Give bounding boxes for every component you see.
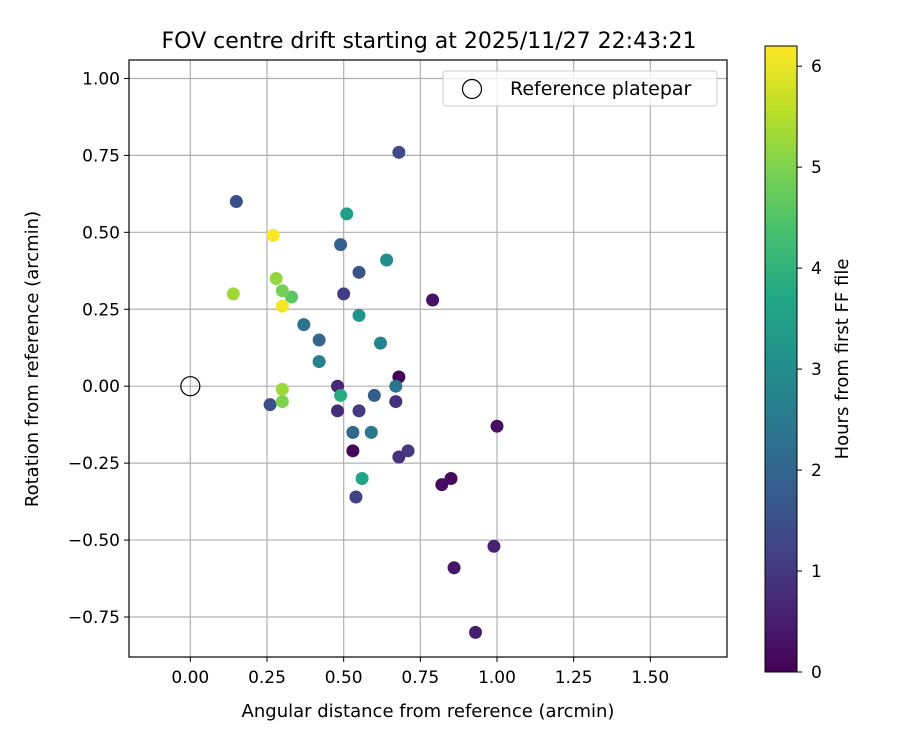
scatter-points: [180, 145, 504, 639]
data-point: [275, 284, 289, 298]
colorbar-tick-label: 5: [811, 158, 822, 178]
data-point: [340, 207, 354, 221]
x-tick-label: 0.00: [171, 668, 209, 688]
x-tick-label: 1.00: [478, 668, 516, 688]
x-tick-label: 0.75: [401, 668, 439, 688]
data-point: [389, 395, 403, 409]
data-point: [447, 561, 461, 575]
colorbar-tick-label: 3: [811, 360, 822, 380]
legend-marker-icon: [461, 78, 483, 100]
colorbar-gradient: [764, 45, 798, 673]
plot-frame: [128, 59, 728, 658]
data-point: [297, 318, 311, 332]
data-point: [334, 388, 348, 402]
data-point: [266, 228, 280, 242]
reference-platepar-point: [180, 376, 201, 397]
x-tick-label: 0.50: [325, 668, 363, 688]
data-point: [337, 287, 351, 301]
data-point: [263, 398, 277, 412]
y-axis-label: Rotation from reference (arcmin): [22, 211, 43, 507]
y-tick-label: −0.75: [68, 608, 120, 628]
y-tick-label: 0.25: [82, 300, 120, 320]
data-point: [444, 472, 458, 486]
data-point: [364, 425, 378, 439]
data-point: [275, 395, 289, 409]
legend-box: [442, 70, 718, 107]
data-point: [355, 472, 369, 486]
data-point: [352, 308, 366, 322]
colorbar-tick-label: 0: [811, 663, 822, 683]
data-point: [226, 287, 240, 301]
data-point: [352, 265, 366, 279]
data-point: [312, 333, 326, 347]
data-point: [392, 450, 406, 464]
colorbar-tick-label: 6: [811, 57, 822, 77]
data-point: [487, 539, 501, 553]
colorbar-tick-label: 4: [811, 259, 822, 279]
data-point: [367, 388, 381, 402]
x-axis: 0.00 0.25 0.50 0.75 1.00 1.25 1.50: [171, 657, 669, 688]
data-point: [349, 490, 363, 504]
data-point: [312, 355, 326, 369]
data-point: [401, 444, 415, 458]
data-point: [352, 404, 366, 418]
colorbar-tick-label: 1: [811, 562, 822, 582]
legend: Reference platepar: [442, 70, 718, 107]
legend-label: Reference platepar: [510, 78, 692, 100]
chart-title: FOV centre drift starting at 2025/11/27 …: [162, 29, 697, 54]
y-tick-label: 0.50: [82, 223, 120, 243]
data-point: [426, 293, 440, 307]
data-point: [380, 253, 394, 267]
y-tick-label: −0.25: [68, 454, 120, 474]
colorbar-tick-label: 2: [811, 461, 822, 481]
colorbar-ticks: 0 1 2 3 4 5 6: [797, 57, 822, 683]
x-tick-label: 1.50: [631, 668, 669, 688]
data-point: [331, 404, 345, 418]
y-tick-label: 1.00: [82, 69, 120, 89]
data-point: [490, 419, 504, 433]
y-tick-label: 0.00: [82, 377, 120, 397]
data-point: [275, 299, 289, 313]
colorbar: 0 1 2 3 4 5 6 Hours from first FF file: [764, 45, 853, 683]
data-point: [285, 290, 299, 304]
x-tick-label: 1.25: [555, 668, 593, 688]
data-point: [346, 425, 360, 439]
data-point: [229, 195, 243, 209]
colorbar-label: Hours from first FF file: [832, 259, 853, 460]
x-axis-label: Angular distance from reference (arcmin): [242, 701, 615, 722]
data-point: [275, 382, 289, 396]
data-point: [269, 271, 283, 285]
x-tick-label: 0.25: [248, 668, 286, 688]
data-point: [373, 336, 387, 350]
data-point: [469, 625, 483, 639]
grid: [129, 60, 727, 657]
y-axis: −0.75 −0.50 −0.25 0.00 0.25 0.50 0.75 1.00: [68, 69, 129, 628]
y-tick-label: 0.75: [82, 146, 120, 166]
data-point: [346, 444, 360, 458]
data-point: [389, 379, 403, 393]
y-tick-label: −0.50: [68, 531, 120, 551]
data-point: [334, 238, 348, 252]
data-point: [435, 478, 449, 492]
data-point: [392, 145, 406, 159]
